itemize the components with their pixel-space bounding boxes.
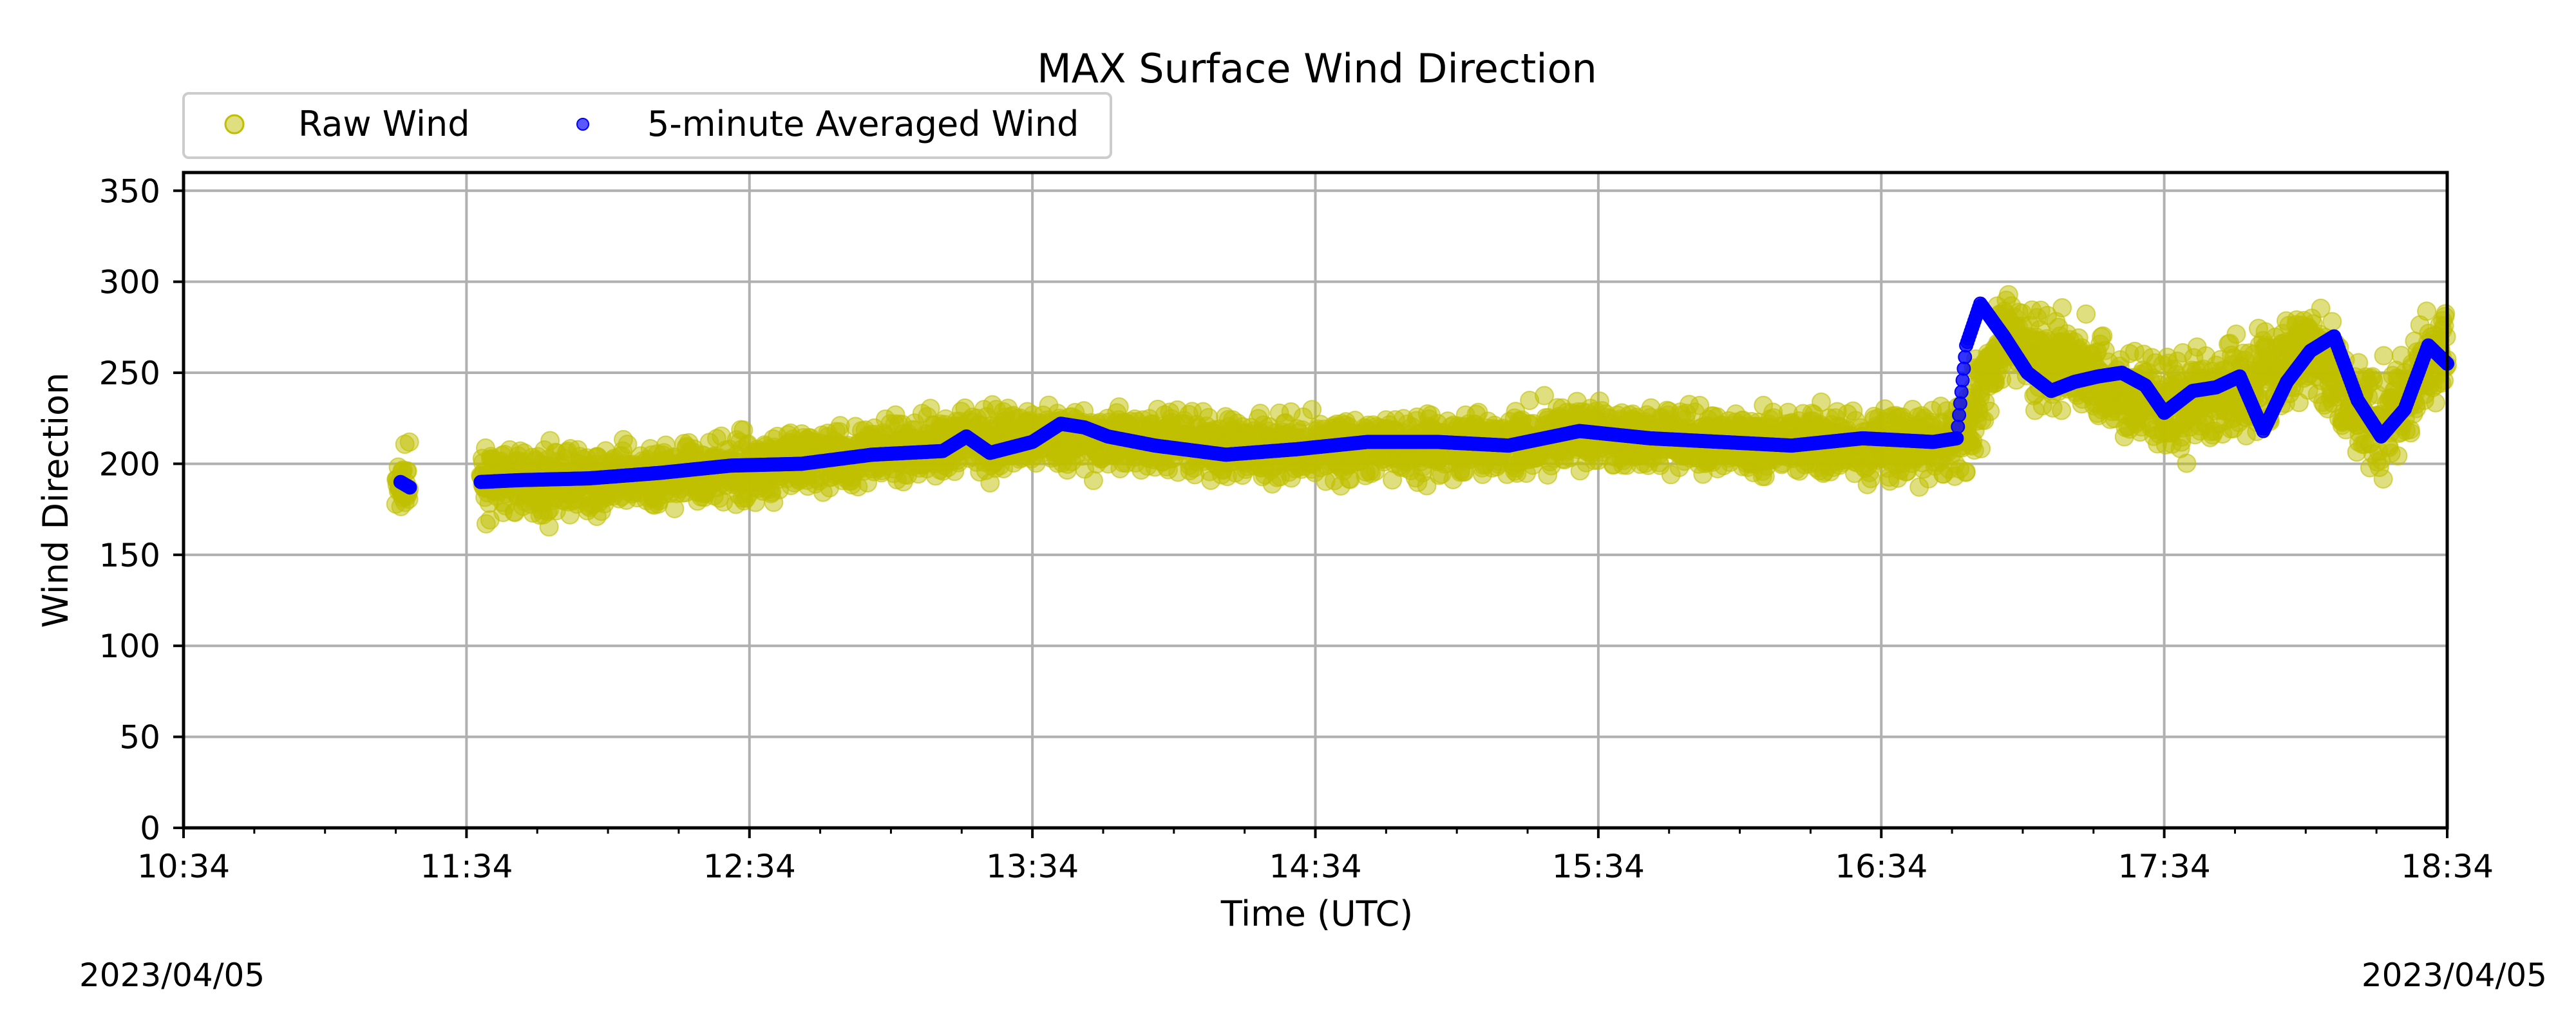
raw-wind-point [2401,423,2421,443]
raw-wind-point [2052,298,2072,318]
raw-wind-point [1971,438,1991,458]
raw-wind-point [1861,469,1880,489]
raw-wind-point [1417,476,1437,496]
raw-wind-point [1535,386,1555,406]
raw-wind-point [920,398,940,418]
raw-wind-point [539,517,559,537]
raw-wind-point [1956,462,1976,482]
raw-wind-point [2417,301,2437,321]
raw-wind-point [1302,400,1322,420]
raw-wind-point [2374,346,2394,366]
raw-wind-point [2076,304,2096,324]
raw-wind-point [2373,469,2393,489]
raw-wind-point [2388,446,2408,466]
raw-wind-point [618,435,638,454]
raw-wind-point [2426,393,2446,413]
raw-wind-point [399,432,419,452]
raw-wind-point [1980,401,2000,421]
raw-wind-point [2436,304,2456,324]
averaged-wind-point [402,480,417,495]
raw-wind-series [386,285,2457,537]
raw-wind-point [2177,453,2197,473]
raw-wind-point [1083,471,1103,491]
raw-wind-point [2322,312,2342,332]
raw-wind-point [2226,324,2246,344]
raw-wind-point [1811,392,1831,412]
raw-wind-point [2052,400,2072,420]
